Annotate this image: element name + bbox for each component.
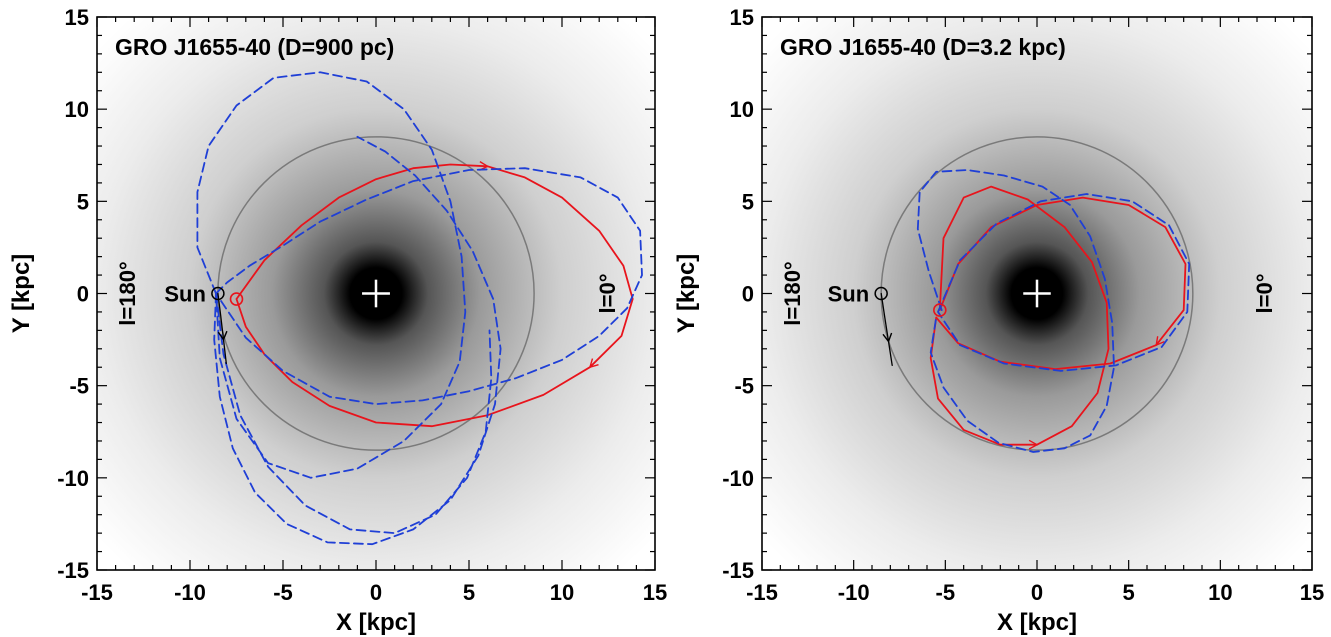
orbit-dashed-series <box>215 292 493 534</box>
x-tick-label: -10 <box>174 580 206 605</box>
orbit-dashed-series <box>213 135 502 546</box>
sun-label-right: Sun <box>828 282 870 307</box>
direction-arrow <box>882 332 893 343</box>
plot-area-left: -15 -10 -5 0 5 10 15 -15 -10 -5 0 5 10 15 <box>57 5 667 605</box>
y-tick-label: -15 <box>57 558 89 583</box>
y-tick-label: 15 <box>65 5 89 30</box>
y-tick-label: -10 <box>722 466 754 491</box>
sun-label-left: Sun <box>164 282 206 307</box>
orbit-solid-series <box>235 163 634 428</box>
x-tick-label: 10 <box>1208 580 1232 605</box>
longitude-180-label-left: l=180° <box>115 261 140 325</box>
panel-title-left: GRO J1655-40 (D=900 pc) <box>115 34 394 60</box>
sun-track-line <box>880 292 893 367</box>
x-axis-label-left: X [kpc] <box>336 609 416 636</box>
x-tick-label: 10 <box>550 580 574 605</box>
panel-title-right: GRO J1655-40 (D=3.2 kpc) <box>780 34 1066 60</box>
y-tick-label: -5 <box>69 374 89 399</box>
orbit-dashed-series <box>916 169 1115 453</box>
x-tick-label: -15 <box>746 580 778 605</box>
direction-arrow <box>588 358 599 369</box>
x-axis-label-right: X [kpc] <box>997 609 1077 636</box>
y-tick-label: -5 <box>734 374 754 399</box>
y-tick-label: 5 <box>742 189 754 214</box>
panel-right: -15 -10 -5 0 5 10 15 -15 -10 -5 0 5 10 15 GRO J1655-4… <box>673 5 1324 636</box>
y-axis-label-right: Y [kpc] <box>673 254 700 334</box>
direction-arrow <box>1155 336 1165 347</box>
direction-arrow <box>217 330 228 342</box>
x-tick-label: -15 <box>81 580 113 605</box>
y-tick-label: -10 <box>57 466 89 491</box>
sun-marker <box>874 286 888 301</box>
y-axis-label-left: Y [kpc] <box>8 254 35 334</box>
y-tick-label: 10 <box>65 97 89 122</box>
x-tick-label: 5 <box>463 580 475 605</box>
source-marker <box>933 303 947 317</box>
x-tick-label: 15 <box>1300 580 1324 605</box>
longitude-180-label-right: l=180° <box>780 261 805 325</box>
source-marker <box>229 292 244 306</box>
x-tick-label: -10 <box>838 580 870 605</box>
direction-arrow <box>1028 439 1039 450</box>
x-tick-label: 5 <box>1123 580 1135 605</box>
y-tick-label: 0 <box>742 282 754 307</box>
x-tick-label: 0 <box>1031 580 1043 605</box>
x-tick-label: 0 <box>370 580 382 605</box>
x-tick-label: -5 <box>273 580 293 605</box>
y-tick-label: 5 <box>77 189 89 214</box>
orbit-solid-series <box>929 185 1187 446</box>
y-tick-label: 15 <box>730 5 754 30</box>
orbit-dashed-series <box>215 167 643 406</box>
orbit-dashed-series <box>937 193 1191 372</box>
longitude-0-label-left: l=0° <box>595 274 620 314</box>
orbit-dashed-series <box>196 71 467 479</box>
y-tick-label: 10 <box>730 97 754 122</box>
x-tick-label: -5 <box>936 580 956 605</box>
sun-marker <box>211 286 225 301</box>
y-tick-label: 0 <box>77 282 89 307</box>
longitude-0-label-right: l=0° <box>1252 274 1277 314</box>
sun-track-line <box>217 292 227 365</box>
galaxy-background <box>762 17 1312 570</box>
panel-left: -15 -10 -5 0 5 10 15 -15 -10 -5 0 5 10 15 GRO J1655-4… <box>8 5 667 636</box>
plot-area-right: -15 -10 -5 0 5 10 15 -15 -10 -5 0 5 10 15 <box>722 5 1324 605</box>
y-tick-label: -15 <box>722 558 754 583</box>
x-tick-label: 15 <box>643 580 667 605</box>
